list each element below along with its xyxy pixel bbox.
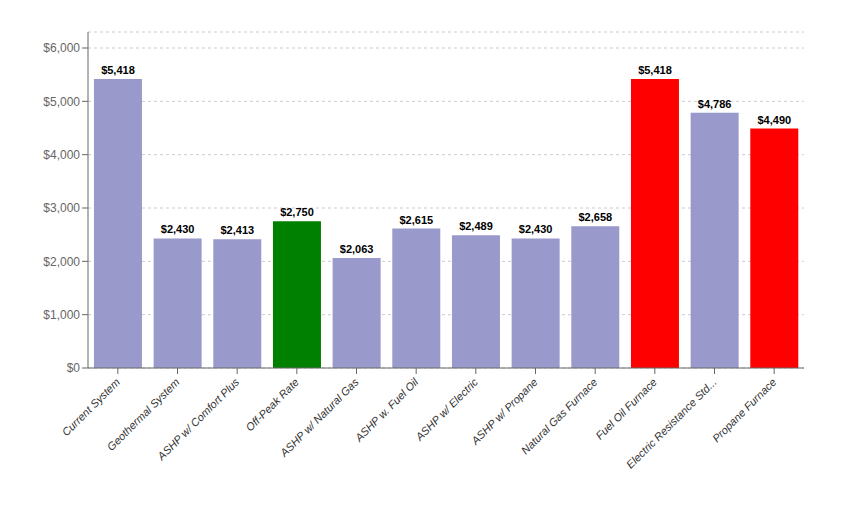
svg-text:$4,786: $4,786 [698, 98, 732, 110]
svg-text:$6,000: $6,000 [43, 41, 80, 55]
svg-text:$4,000: $4,000 [43, 148, 80, 162]
svg-text:Propane Furnace: Propane Furnace [710, 376, 779, 445]
svg-text:Fuel Oil Furnace: Fuel Oil Furnace [593, 376, 659, 442]
svg-text:Off-Peak Rate: Off-Peak Rate [243, 376, 301, 434]
svg-text:$0: $0 [67, 361, 81, 375]
svg-text:$2,063: $2,063 [340, 243, 374, 255]
svg-text:$2,615: $2,615 [399, 214, 433, 226]
svg-text:$2,430: $2,430 [519, 223, 553, 235]
svg-text:Current System: Current System [60, 376, 123, 439]
svg-text:ASHP w/ Natural Gas: ASHP w/ Natural Gas [277, 375, 361, 459]
svg-text:Electric Resistance Std...: Electric Resistance Std... [624, 376, 719, 471]
svg-text:$1,000: $1,000 [43, 308, 80, 322]
svg-text:$2,489: $2,489 [459, 220, 493, 232]
svg-text:$5,418: $5,418 [101, 64, 135, 76]
svg-text:$2,750: $2,750 [280, 206, 314, 218]
svg-text:ASHP w. Fuel Oil: ASHP w. Fuel Oil [352, 375, 421, 444]
svg-text:Natural Gas Furnace: Natural Gas Furnace [519, 376, 600, 457]
svg-text:$4,490: $4,490 [757, 114, 791, 126]
svg-text:$5,000: $5,000 [43, 95, 80, 109]
svg-text:Geothermal System: Geothermal System [104, 375, 182, 453]
svg-text:$2,000: $2,000 [43, 255, 80, 269]
svg-text:ASHP w/ Electric: ASHP w/ Electric [412, 375, 480, 443]
svg-text:ASHP w/ Propane: ASHP w/ Propane [468, 375, 540, 447]
svg-text:$2,413: $2,413 [220, 224, 254, 236]
svg-text:$2,658: $2,658 [578, 211, 612, 223]
svg-text:ASHP w/ Comfort Plus: ASHP w/ Comfort Plus [154, 375, 241, 462]
svg-text:$3,000: $3,000 [43, 201, 80, 215]
svg-text:$5,418: $5,418 [638, 64, 672, 76]
svg-text:$2,430: $2,430 [161, 223, 195, 235]
